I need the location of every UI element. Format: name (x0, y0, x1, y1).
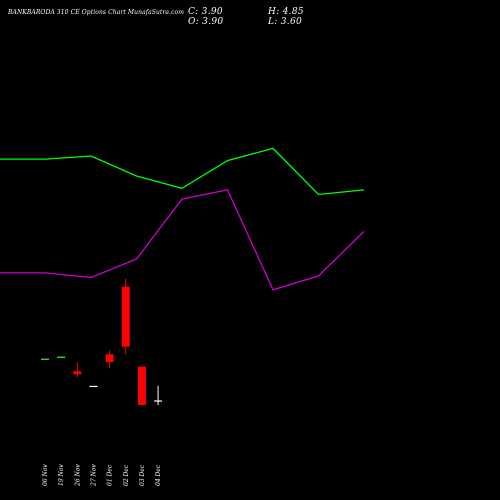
x-tick-label: 01 Dec (107, 464, 114, 486)
candle (57, 356, 66, 358)
candle-body (57, 356, 66, 358)
candle (89, 385, 98, 388)
candle (105, 350, 114, 369)
lower-band-line (0, 189, 365, 291)
x-axis-labels: 06 Nov 19 Nov 26 Nov 27 Nov 01 Dec 02 Dec 03 D… (42, 464, 162, 487)
high-value: H: 4.85 (268, 7, 304, 17)
candle (41, 358, 49, 360)
x-tick-label: 27 Nov (90, 464, 97, 487)
x-tick-label: 03 Dec (139, 464, 146, 486)
x-tick-label: 26 Nov (74, 464, 81, 487)
candle (121, 279, 130, 355)
candle (137, 366, 146, 406)
candle-body (89, 385, 98, 388)
open-value: O: 3.90 (188, 17, 224, 27)
x-tick-label: 02 Dec (123, 464, 130, 486)
band-lines (0, 147, 365, 291)
candle-body (73, 371, 82, 375)
x-tick-label: 19 Nov (58, 464, 65, 486)
candle-body (105, 354, 114, 362)
candle-body (41, 358, 49, 360)
close-value: C: 3.90 (188, 7, 223, 17)
upper-band-line (0, 147, 365, 196)
x-tick-label: 06 Nov (42, 464, 49, 486)
chart-title: BANKBARODA 310 CE Options Chart MunafaSu… (8, 9, 185, 16)
candle-body (137, 366, 146, 406)
candle (73, 362, 82, 378)
candle-body (121, 286, 130, 347)
candles (41, 279, 163, 406)
low-value: L: 3.60 (268, 17, 303, 27)
candle (154, 385, 163, 406)
candle-body (154, 400, 163, 402)
x-tick-label: 04 Dec (155, 464, 162, 486)
